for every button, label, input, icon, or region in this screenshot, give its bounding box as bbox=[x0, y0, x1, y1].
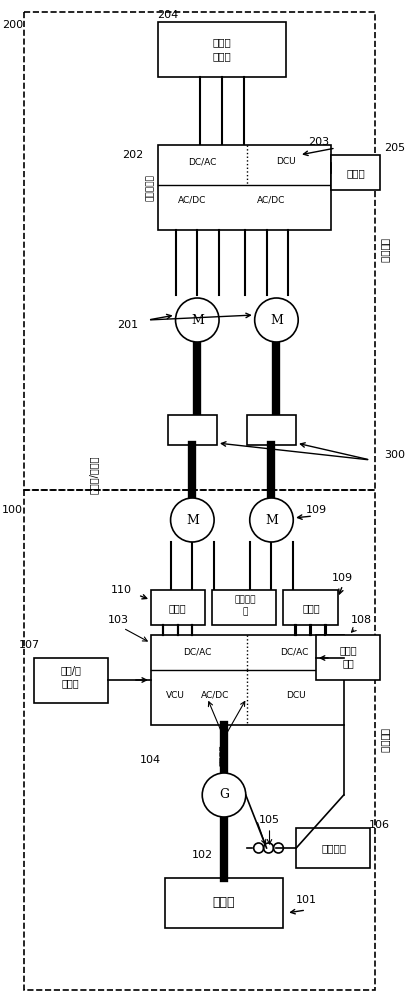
Text: AC/DC: AC/DC bbox=[200, 690, 229, 700]
Text: 109: 109 bbox=[305, 505, 326, 515]
Text: 200: 200 bbox=[2, 20, 23, 30]
Text: 203: 203 bbox=[308, 137, 329, 147]
Bar bbox=[315, 635, 380, 680]
Text: 被试系统: 被试系统 bbox=[379, 728, 389, 752]
Bar bbox=[151, 635, 343, 725]
Text: 100: 100 bbox=[2, 505, 23, 515]
Text: DC/AC: DC/AC bbox=[279, 648, 308, 656]
Bar bbox=[283, 590, 337, 625]
Text: DC/AC: DC/AC bbox=[188, 157, 216, 166]
Text: 106: 106 bbox=[368, 820, 389, 830]
Text: 108: 108 bbox=[350, 615, 371, 625]
Text: 205: 205 bbox=[384, 143, 405, 153]
Text: M: M bbox=[190, 314, 203, 326]
Circle shape bbox=[170, 498, 213, 542]
Bar bbox=[24, 12, 375, 490]
Circle shape bbox=[254, 298, 297, 342]
Bar bbox=[167, 415, 216, 445]
Text: 107: 107 bbox=[18, 640, 40, 650]
Text: 器: 器 bbox=[241, 607, 247, 616]
Bar bbox=[330, 155, 380, 190]
Text: 101: 101 bbox=[295, 895, 316, 905]
Text: 制动电: 制动电 bbox=[339, 645, 357, 655]
Text: 调电源: 调电源 bbox=[212, 51, 231, 61]
Text: 201: 201 bbox=[117, 320, 138, 330]
Text: 阻柜: 阻柜 bbox=[342, 658, 354, 668]
Bar bbox=[164, 878, 283, 928]
Bar bbox=[157, 145, 330, 230]
Text: AC/DC: AC/DC bbox=[178, 196, 206, 205]
Text: DCU: DCU bbox=[286, 690, 305, 700]
Text: 被试变流: 被试变流 bbox=[234, 595, 255, 604]
Text: 105: 105 bbox=[258, 815, 279, 825]
Text: G: G bbox=[218, 788, 229, 802]
Text: 励磁系统: 励磁系统 bbox=[321, 843, 346, 853]
Text: 109: 109 bbox=[331, 573, 353, 583]
Text: M: M bbox=[264, 514, 277, 526]
Text: 204: 204 bbox=[157, 10, 178, 20]
Text: 300: 300 bbox=[384, 450, 405, 460]
Text: 牵引/制: 牵引/制 bbox=[60, 665, 81, 675]
Text: 三相可: 三相可 bbox=[212, 37, 231, 47]
Text: 202: 202 bbox=[122, 150, 143, 160]
Text: 测试柜: 测试柜 bbox=[168, 603, 186, 613]
Bar bbox=[157, 22, 285, 77]
Circle shape bbox=[175, 298, 218, 342]
Text: 104: 104 bbox=[140, 755, 161, 765]
Circle shape bbox=[249, 498, 292, 542]
Text: DCU: DCU bbox=[276, 157, 295, 166]
Bar bbox=[295, 828, 369, 868]
Text: 动踏板: 动踏板 bbox=[62, 678, 79, 688]
Text: 102: 102 bbox=[191, 850, 212, 860]
Text: 陪试系统: 陪试系统 bbox=[379, 237, 389, 262]
Text: M: M bbox=[270, 314, 282, 326]
Bar bbox=[24, 490, 375, 990]
Text: AC/DC: AC/DC bbox=[257, 196, 285, 205]
Circle shape bbox=[202, 773, 245, 817]
Text: 扭矩仪/齿轮箱: 扭矩仪/齿轮箱 bbox=[88, 456, 98, 494]
Text: 陪试变流器: 陪试变流器 bbox=[146, 175, 155, 201]
Text: 测试柜: 测试柜 bbox=[301, 603, 319, 613]
Bar bbox=[151, 590, 204, 625]
Bar bbox=[34, 658, 108, 703]
Text: M: M bbox=[185, 514, 198, 526]
Text: 中间电压: 中间电压 bbox=[219, 744, 228, 766]
Text: 110: 110 bbox=[110, 585, 131, 595]
Bar bbox=[211, 590, 276, 625]
Text: 柴油机: 柴油机 bbox=[212, 896, 235, 910]
Text: VCU: VCU bbox=[166, 690, 184, 700]
Bar bbox=[246, 415, 295, 445]
Text: DC/AC: DC/AC bbox=[183, 648, 211, 656]
Text: 103: 103 bbox=[108, 615, 128, 625]
Text: 上位机: 上位机 bbox=[345, 168, 364, 178]
